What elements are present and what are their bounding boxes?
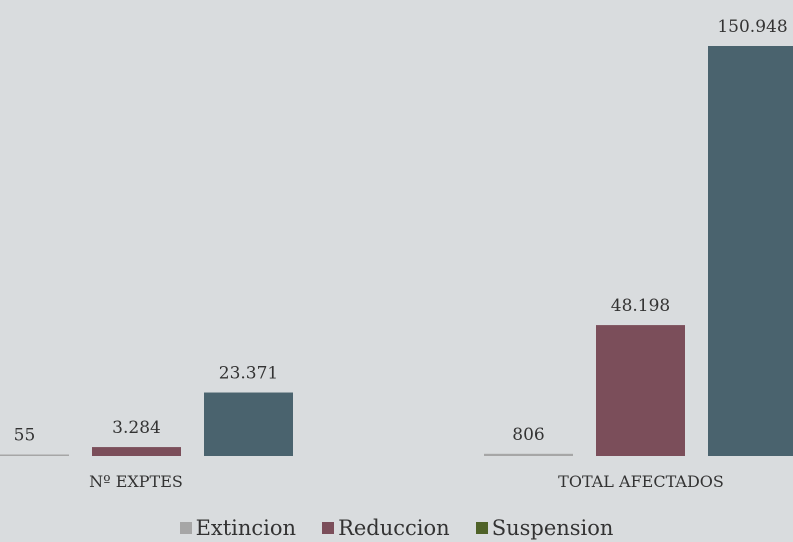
bar-reduccion-1 [596,325,685,456]
legend-swatch-reduccion [322,522,335,534]
bar-reduccion-0 [92,447,181,456]
legend-label-extincion: Extincion [195,516,297,540]
bar-extincion-0 [0,454,69,456]
bar-extincion-1 [484,453,573,456]
legend-item-reduccion: Reduccion [322,516,450,540]
bar-suspension-0 [204,392,293,456]
legend-swatch-extincion [179,522,192,534]
data-label-suspension-1: 150.948 [717,17,787,37]
data-label-suspension-0: 23.371 [219,364,278,384]
data-label-reduccion-1: 48.198 [611,296,670,316]
legend-label-suspension: Suspension [491,516,614,540]
data-label-extincion-0: 55 [14,426,36,446]
category-label-0: Nº EXPTES [89,472,183,491]
bar-suspension-1 [708,46,793,456]
legend-swatch-suspension [475,522,488,534]
legend-item-extincion: Extincion [179,516,297,540]
data-label-extincion-1: 806 [512,425,544,445]
legend-item-suspension: Suspension [475,516,614,540]
data-label-reduccion-0: 3.284 [112,418,161,438]
category-label-1: TOTAL AFECTADOS [558,472,724,491]
chart-legend: Extincion Reduccion Suspension [0,516,793,540]
legend-label-reduccion: Reduccion [338,516,450,540]
